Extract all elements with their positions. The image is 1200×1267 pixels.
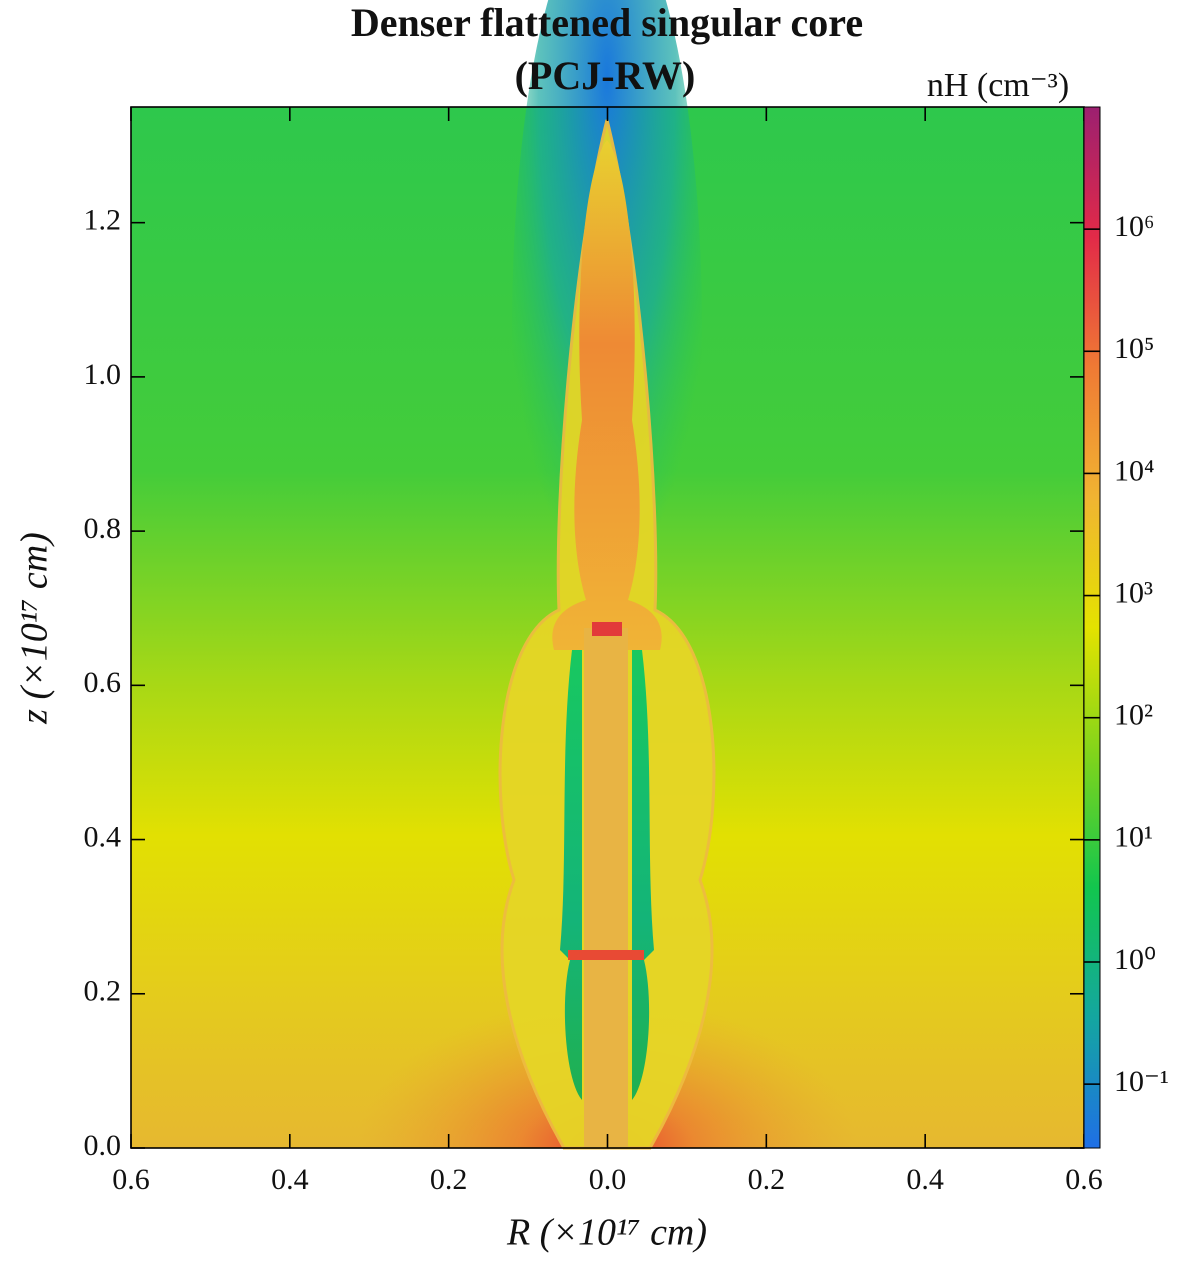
y-tick-label: 0.8 (84, 512, 122, 545)
y-tick-label: 0.2 (84, 975, 122, 1008)
x-tick-label: 0.2 (430, 1163, 468, 1196)
knot-upper (592, 622, 622, 636)
x-axis-label: R (×10¹⁷ cm) (506, 1212, 707, 1254)
y-axis-label: z (×10¹⁷ cm) (14, 532, 56, 725)
colorbar-tick-label: 10⁶ (1114, 210, 1154, 243)
x-tick-label: 0.4 (906, 1163, 944, 1196)
cavity-right (632, 650, 654, 1100)
x-tick-label: 0.4 (271, 1163, 309, 1196)
y-tick-label: 0.0 (84, 1129, 122, 1162)
colorbar-tick-label: 10⁻¹ (1114, 1065, 1169, 1098)
colorbar-tick-label: 10¹ (1114, 821, 1153, 854)
colorbar (1083, 106, 1101, 1149)
x-tick-label: 0.0 (589, 1163, 627, 1196)
y-tick-label: 0.6 (84, 666, 122, 699)
y-tick-label: 1.2 (84, 204, 122, 237)
x-tick-label: 0.2 (748, 1163, 786, 1196)
colorbar-tick-label: 10⁰ (1114, 943, 1156, 976)
knot-lower (568, 950, 644, 960)
jet-rod (584, 628, 628, 1148)
colorbar-tick-label: 10² (1114, 699, 1153, 732)
y-tick-label: 1.0 (84, 358, 122, 391)
colorbar-tick-label: 10³ (1114, 576, 1153, 609)
colorbar-tick-label: 10⁵ (1114, 332, 1154, 365)
chart-subtitle: (PCJ-RW) (515, 53, 696, 98)
density-map (131, 0, 1084, 1150)
cavity-left (560, 650, 582, 1100)
chart-title: Denser flattened singular core (351, 0, 863, 45)
y-tick-label: 0.4 (84, 820, 122, 853)
colorbar-label: nH (cm⁻³) (927, 67, 1069, 104)
jet-beam (552, 140, 662, 650)
x-tick-label: 0.6 (112, 1163, 150, 1196)
colorbar-tick-label: 10⁴ (1114, 454, 1154, 487)
x-tick-label: 0.6 (1065, 1163, 1103, 1196)
